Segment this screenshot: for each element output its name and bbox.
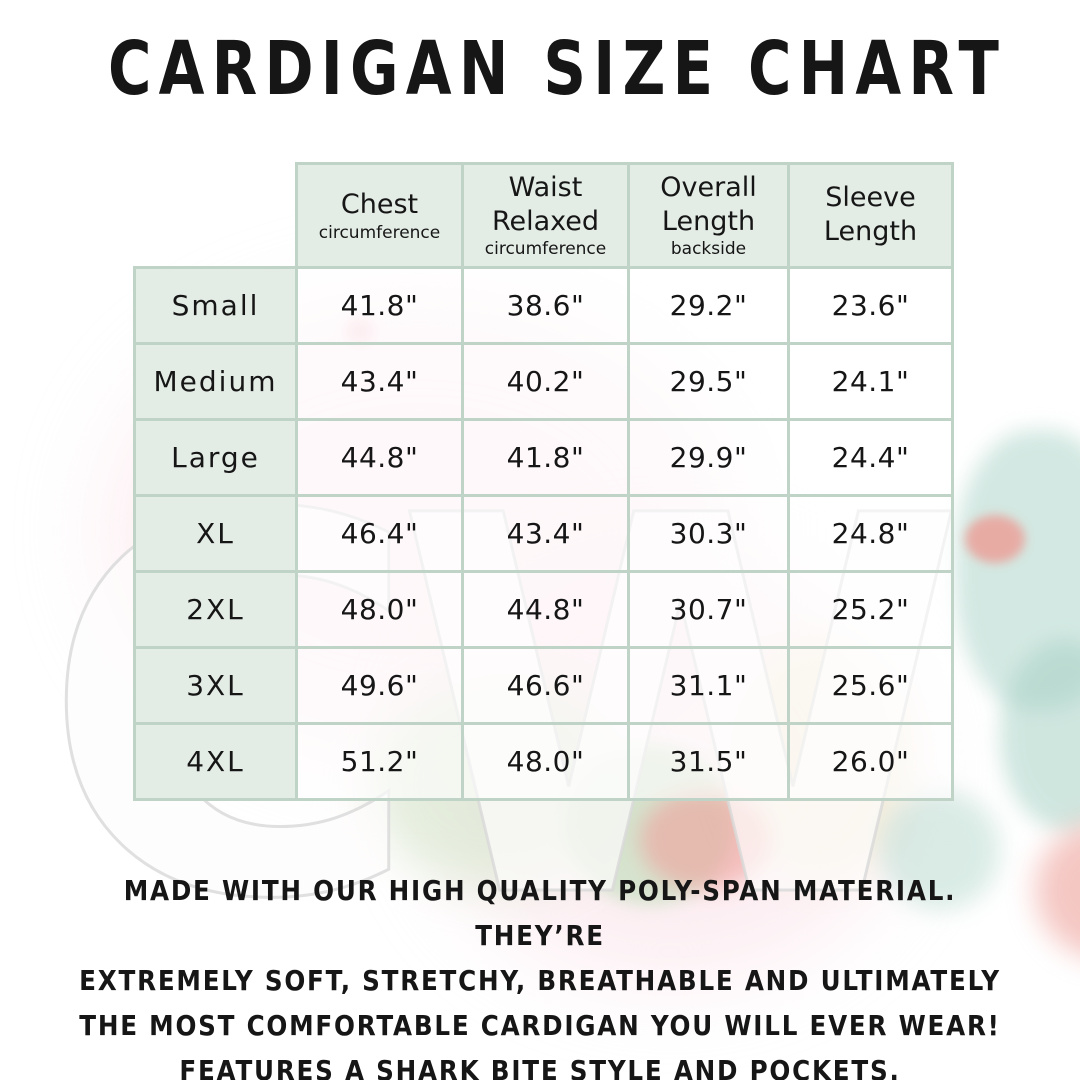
sleeve-value: 23.6" [787, 266, 954, 345]
chest-value: 46.4" [295, 494, 464, 573]
sleeve-value: 24.4" [787, 418, 954, 497]
header-sleeve-length-label: Sleeve Length [823, 181, 918, 247]
waist-value: 40.2" [461, 342, 630, 421]
length-value: 29.9" [627, 418, 790, 497]
description-text: MADE WITH OUR HIGH QUALITY POLY-SPAN MAT… [79, 874, 1001, 1080]
header-blank-cell [135, 164, 297, 268]
sleeve-value: 25.6" [787, 646, 954, 725]
header-waist-sublabel: circumference [484, 239, 607, 260]
watermark-red-flower-2 [640, 790, 770, 890]
table-row-2xl: 2XL 48.0" 44.8" 30.7" 25.2" [133, 570, 954, 649]
size-label: 4XL [133, 722, 298, 801]
chest-value: 49.6" [295, 646, 464, 725]
size-chart-table: Chest circumference Waist Relaxed circum… [133, 162, 954, 801]
sleeve-value: 24.1" [787, 342, 954, 421]
chest-value: 43.4" [295, 342, 464, 421]
chest-value: 51.2" [295, 722, 464, 801]
waist-value: 44.8" [461, 570, 630, 649]
waist-value: 41.8" [461, 418, 630, 497]
page-title: CARDIGAN SIZE CHART [108, 26, 1007, 112]
table-row-xl: XL 46.4" 43.4" 30.3" 24.8" [133, 494, 954, 573]
sleeve-value: 26.0" [787, 722, 954, 801]
table-row-large: Large 44.8" 41.8" 29.9" 24.4" [133, 418, 954, 497]
chest-value: 44.8" [295, 418, 464, 497]
watermark-red-pot [1035, 820, 1080, 960]
header-chest-sublabel: circumference [318, 222, 441, 243]
waist-value: 38.6" [461, 266, 630, 345]
header-overall-length-label: Overall Length [660, 171, 757, 237]
size-label: Medium [133, 342, 298, 421]
sleeve-value: 24.8" [787, 494, 954, 573]
length-value: 31.1" [627, 646, 790, 725]
size-label: 3XL [133, 646, 298, 725]
table-row-3xl: 3XL 49.6" 46.6" 31.1" 25.6" [133, 646, 954, 725]
length-value: 29.5" [627, 342, 790, 421]
sleeve-value: 25.2" [787, 570, 954, 649]
header-chest-label: Chest [340, 188, 419, 220]
length-value: 30.3" [627, 494, 790, 573]
header-waist-label: Waist Relaxed [491, 171, 600, 237]
chest-value: 41.8" [295, 266, 464, 345]
watermark-cactus-small [880, 790, 1000, 910]
length-value: 29.2" [627, 266, 790, 345]
header-overall-length: Overall Length backside [627, 162, 790, 269]
header-chest: Chest circumference [295, 162, 464, 269]
header-waist: Waist Relaxed circumference [461, 162, 630, 269]
size-label: XL [133, 494, 298, 573]
waist-value: 43.4" [461, 494, 630, 573]
chest-value: 48.0" [295, 570, 464, 649]
length-value: 30.7" [627, 570, 790, 649]
table-row-small: Small 41.8" 38.6" 29.2" 23.6" [133, 266, 954, 345]
waist-value: 46.6" [461, 646, 630, 725]
watermark-red-flower [965, 515, 1025, 563]
header-overall-length-sublabel: backside [670, 239, 747, 260]
waist-value: 48.0" [461, 722, 630, 801]
table-row-medium: Medium 43.4" 40.2" 29.5" 24.1" [133, 342, 954, 421]
size-label: Small [133, 266, 298, 345]
table-row-4xl: 4XL 51.2" 48.0" 31.5" 26.0" [133, 722, 954, 801]
size-label: 2XL [133, 570, 298, 649]
header-row: Chest circumference Waist Relaxed circum… [135, 162, 954, 269]
length-value: 31.5" [627, 722, 790, 801]
size-label: Large [133, 418, 298, 497]
header-sleeve-length: Sleeve Length [787, 162, 954, 269]
